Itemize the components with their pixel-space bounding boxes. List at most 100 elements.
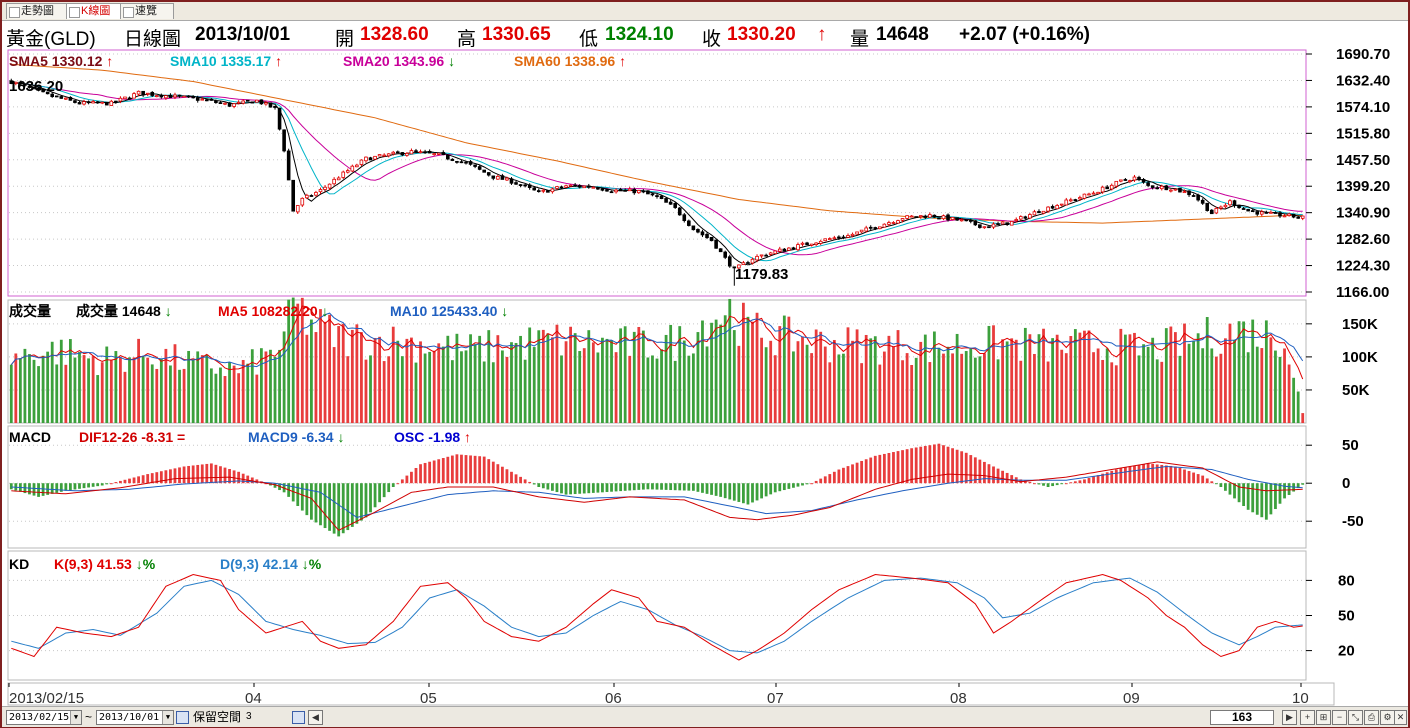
macd-osc-bar: [814, 480, 818, 484]
open-label: 開: [335, 29, 355, 50]
volume-bar: [328, 314, 331, 423]
macd-osc-bar: [1087, 477, 1091, 484]
volume-bar: [714, 319, 718, 423]
volume-bar: [1096, 348, 1100, 423]
macd-osc-bar: [237, 471, 241, 484]
candle-body: [418, 151, 423, 154]
macd-osc-bar: [551, 483, 554, 491]
price-tick-label: 1224.30: [1336, 258, 1390, 275]
candle-body: [1032, 211, 1037, 216]
volume-bar: [587, 330, 591, 423]
macd-osc-bar: [123, 479, 127, 484]
candle-body: [1250, 210, 1255, 213]
candle-body: [1205, 202, 1210, 211]
volume-bar: [1164, 328, 1168, 423]
candle-body: [227, 102, 232, 107]
macd-osc-bar: [587, 483, 591, 494]
to-date-select[interactable]: 2013/10/01 ▼: [96, 710, 174, 725]
candle-body: [718, 248, 723, 253]
candle-body: [1255, 211, 1260, 215]
volume-bar: [792, 351, 795, 423]
macd-osc-bar: [369, 483, 372, 513]
scroll-right-button[interactable]: ▶: [1282, 710, 1297, 725]
tab-quick-view[interactable]: 速覽: [120, 3, 174, 19]
adjust-icon[interactable]: [292, 711, 305, 724]
macd-osc-bar: [1178, 468, 1182, 484]
volume-bar: [787, 316, 791, 423]
compress-button[interactable]: ⤡: [1348, 710, 1363, 725]
candle-body: [200, 98, 205, 101]
volume-bar: [814, 329, 818, 423]
macd-osc-bar: [141, 475, 145, 484]
volume-bar: [64, 364, 68, 423]
volume-bar: [482, 361, 486, 423]
volume-bar: [1255, 346, 1259, 423]
macd-osc-bar: [1246, 483, 1250, 510]
macd-osc-bar: [992, 466, 995, 484]
low-value: 1324.10: [605, 24, 674, 45]
macd-osc-bar: [1119, 468, 1123, 484]
macd-osc-bar: [187, 465, 191, 484]
from-date-select[interactable]: 2013/02/15 ▼: [6, 710, 82, 725]
volume-bar: [159, 358, 163, 423]
setting-icon[interactable]: [176, 711, 189, 724]
volume-bar: [860, 363, 864, 423]
volume-bar: [1210, 348, 1214, 423]
volume-bar: [1033, 353, 1036, 423]
volume-bar: [887, 335, 891, 423]
tab-trend-chart[interactable]: 走勢圖: [6, 3, 74, 19]
settings-button[interactable]: ⚙: [1380, 710, 1395, 725]
macd-osc-bar: [405, 475, 409, 484]
zoom-out-button[interactable]: −: [1332, 710, 1347, 725]
macd-osc-bar: [905, 449, 909, 484]
macd-osc-bar: [983, 461, 986, 484]
candle-body: [468, 161, 473, 165]
macd-osc-bar: [569, 483, 572, 495]
candle-body: [291, 179, 296, 212]
volume-ma10-line: [10, 312, 1304, 368]
candle-body: [618, 189, 623, 192]
tab-k-line-chart[interactable]: K線圖: [66, 3, 128, 19]
candle-body: [73, 100, 77, 103]
macd-tick-label: -50: [1342, 513, 1364, 530]
volume-legend-0: 成交量: [9, 303, 51, 319]
macd-osc-bar: [146, 474, 150, 484]
price-tick-label: 1399.20: [1336, 178, 1390, 195]
volume-bar: [1037, 334, 1041, 423]
volume-bar: [337, 326, 341, 423]
print-button[interactable]: ⎙: [1364, 710, 1379, 725]
volume-bar: [310, 319, 313, 423]
volume-bar: [214, 373, 218, 423]
volume-bar: [1123, 334, 1127, 423]
candle-body: [850, 233, 855, 236]
macd-osc-bar: [232, 470, 236, 484]
macd-osc-bar: [655, 483, 659, 490]
candle-body: [946, 214, 950, 221]
macd-legend-2: MACD9 -6.34 ↓: [248, 429, 344, 445]
crosshair-button[interactable]: ⊞: [1316, 710, 1331, 725]
macd-osc-bar: [441, 458, 445, 484]
scroll-left-button[interactable]: ◀: [308, 710, 323, 725]
candle-body: [859, 229, 864, 233]
candle-body: [1000, 221, 1005, 225]
volume-bar: [582, 348, 586, 423]
macd-osc-bar: [1142, 464, 1145, 484]
zoom-in-button[interactable]: +: [1300, 710, 1315, 725]
macd-osc-bar: [810, 483, 814, 485]
macd-osc-bar: [396, 483, 400, 485]
macd-legend-1: DIF12-26 -8.31 =: [79, 429, 185, 445]
candle-body: [132, 93, 136, 99]
macd-osc-bar: [250, 477, 254, 484]
volume-bar: [937, 347, 941, 423]
volume-bar: [723, 315, 727, 423]
volume-legend-arrow-icon: ↓: [318, 303, 329, 319]
candle-body: [182, 95, 186, 98]
volume-bar: [1296, 391, 1300, 423]
date-label: 05: [420, 690, 437, 706]
close-button[interactable]: ✕: [1394, 710, 1407, 725]
volume-bar: [528, 327, 532, 423]
candle-body: [800, 242, 805, 245]
macd-osc-bar: [641, 483, 645, 490]
stock-chart[interactable]: 1690.70 1632.40 1574.10 1515.80 1457.50 1399.…: [2, 47, 1408, 706]
chevron-down-icon: ▼: [162, 711, 173, 724]
